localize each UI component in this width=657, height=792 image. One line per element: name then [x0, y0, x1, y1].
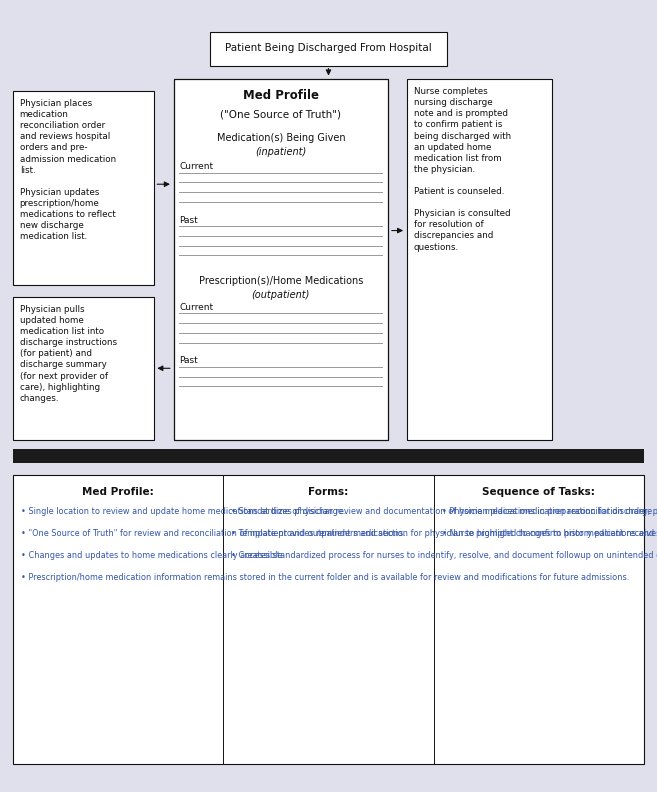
- Text: Current: Current: [179, 162, 214, 171]
- Bar: [210, 32, 447, 66]
- Text: Medication(s) Being Given: Medication(s) Being Given: [217, 133, 345, 143]
- Text: Physician places
medication
reconciliation order
and reviews hospital
orders and: Physician places medication reconciliati…: [20, 99, 116, 242]
- Text: Past: Past: [179, 216, 198, 225]
- Text: Prescription(s)/Home Medications: Prescription(s)/Home Medications: [198, 276, 363, 286]
- Bar: [174, 79, 388, 440]
- Text: • Physician places medication reconciliation order, performs reconciliation, and: • Physician places medication reconcilia…: [442, 507, 657, 538]
- Bar: [13, 91, 154, 285]
- Text: Patient Being Discharged From Hospital: Patient Being Discharged From Hospital: [225, 43, 432, 52]
- Text: Physician pulls
updated home
medication list into
discharge instructions
(for pa: Physician pulls updated home medication …: [20, 305, 117, 402]
- Text: • Single location to review and update home medications at time of discharge.

•: • Single location to review and update h…: [21, 507, 629, 582]
- Bar: [13, 475, 644, 764]
- Text: Forms:: Forms:: [308, 487, 349, 497]
- Bar: [13, 449, 644, 463]
- Text: (outpatient): (outpatient): [252, 290, 310, 300]
- Text: Med Profile: Med Profile: [243, 89, 319, 101]
- Text: Current: Current: [179, 303, 214, 311]
- Text: (inpatient): (inpatient): [255, 147, 307, 157]
- Text: • Standardizes physician review and documentation of home medications in prepara: • Standardizes physician review and docu…: [231, 507, 657, 560]
- Bar: [407, 79, 552, 440]
- Text: Med Profile:: Med Profile:: [82, 487, 154, 497]
- Bar: [13, 297, 154, 440]
- Text: Past: Past: [179, 356, 198, 365]
- Text: Sequence of Tasks:: Sequence of Tasks:: [482, 487, 595, 497]
- Text: Nurse completes
nursing discharge
note and is prompted
to confirm patient is
bei: Nurse completes nursing discharge note a…: [414, 87, 511, 252]
- Text: ("One Source of Truth"): ("One Source of Truth"): [220, 109, 342, 120]
